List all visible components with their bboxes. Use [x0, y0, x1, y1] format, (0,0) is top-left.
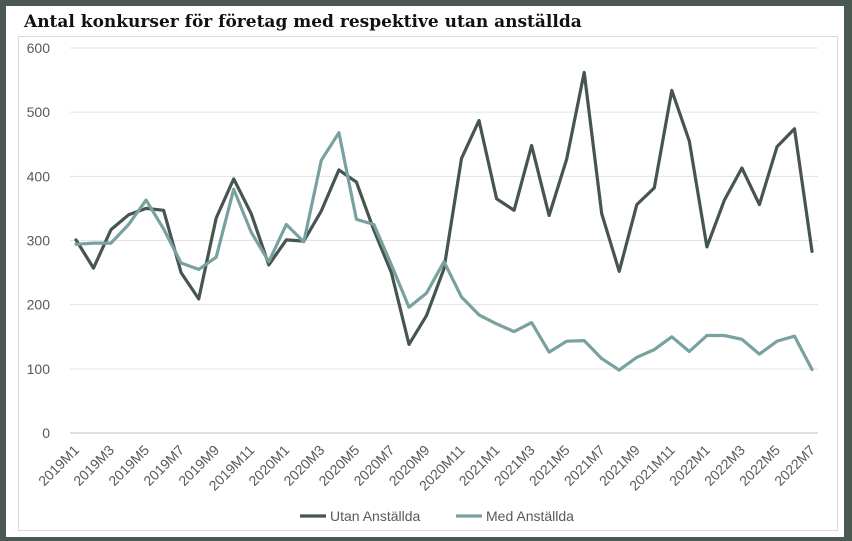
- y-tick-label: 100: [27, 361, 51, 377]
- line-chart: 01002003004005006002019M12019M32019M5201…: [27, 40, 819, 524]
- y-tick-label: 300: [27, 233, 51, 249]
- y-tick-label: 500: [27, 104, 51, 120]
- legend-label-utan-anstallda: Utan Anställda: [330, 508, 420, 524]
- chart-panel: Antal konkurser för företag med respekti…: [6, 6, 844, 537]
- series-line-med-anstallda: [74, 131, 814, 372]
- legend-label-med-anstallda: Med Anställda: [486, 508, 574, 524]
- y-tick-label: 200: [27, 297, 51, 313]
- series-line-utan-anstallda: [74, 70, 814, 346]
- y-tick-label: 0: [42, 425, 50, 441]
- y-tick-label: 400: [27, 168, 51, 184]
- y-tick-label: 600: [27, 40, 51, 56]
- chart-title: Antal konkurser för företag med respekti…: [24, 12, 582, 32]
- plot-frame: [18, 36, 838, 531]
